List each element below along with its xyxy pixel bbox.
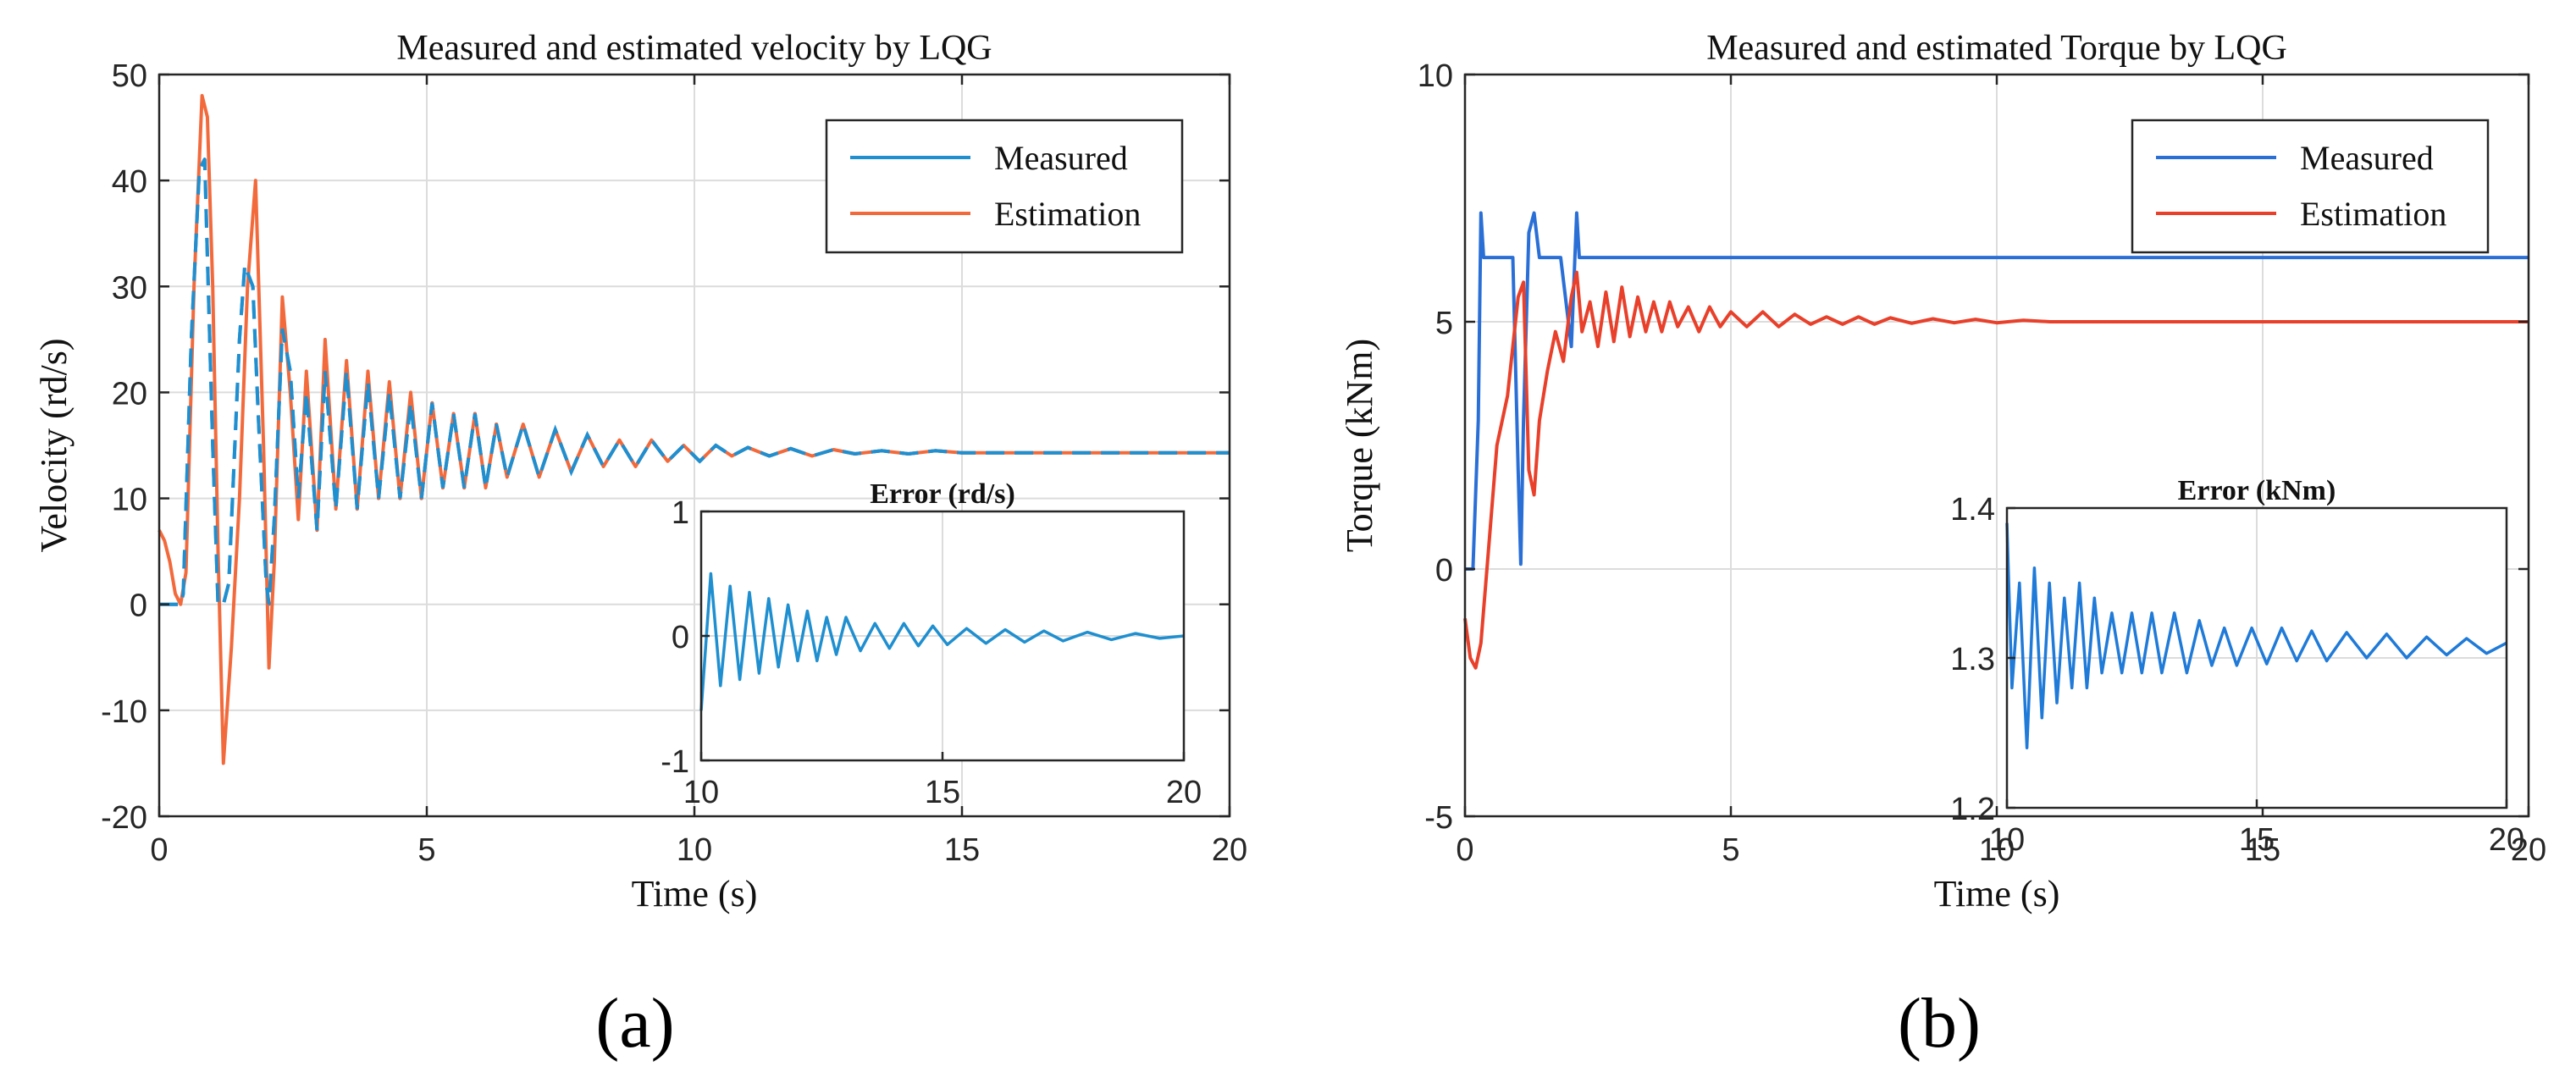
caption-a: (a)	[595, 984, 675, 1063]
inset-title: Error (kNm)	[2178, 475, 2336, 506]
y-tick-label: 20	[112, 376, 147, 412]
x-tick-label: 0	[150, 832, 168, 868]
legend-label-estimation: Estimation	[2300, 195, 2446, 233]
series-line-measured	[1465, 211, 2529, 571]
y-tick-label: 50	[112, 58, 147, 94]
inset-chart: 10 15 20 -1 0 1 Error (rd/s)	[661, 478, 1202, 810]
series-line-estimation	[1463, 270, 2529, 670]
y-tick-label: 30	[112, 270, 147, 306]
x-tick-label: 5	[417, 832, 435, 868]
legend-label-estimation: Estimation	[994, 195, 1141, 233]
y-axis-label: Velocity (rd/s)	[33, 339, 75, 553]
legend-box	[2131, 119, 2490, 254]
y-tick-label: 10	[1418, 58, 1453, 94]
inset-y-tick-label: 1.4	[1950, 492, 1995, 528]
y-tick-label: -20	[101, 800, 147, 836]
inset-x-tick-label: 20	[2489, 822, 2524, 858]
y-tick-label: 0	[130, 588, 147, 624]
series-line-measured-overlay	[159, 158, 1230, 606]
x-tick-label: 15	[2245, 832, 2280, 868]
x-axis-label: Time (s)	[632, 873, 758, 914]
x-tick-label: 10	[677, 832, 712, 868]
inset-x-tick-label: 15	[925, 775, 960, 810]
x-tick-label: 15	[944, 832, 980, 868]
inset-y-tick-label: 1	[672, 495, 689, 531]
y-tick-label: 5	[1435, 306, 1453, 341]
x-tick-label: 10	[1979, 832, 2015, 868]
x-tick-label: 5	[1722, 832, 1739, 868]
inset-chart: 10 15 20 1.2 1.3 1.4 Error (kNm)	[1950, 475, 2524, 858]
y-axis-label: Torque (kNm)	[1339, 339, 1380, 552]
inset-x-tick-label: 15	[2239, 822, 2275, 858]
x-tick-label: 20	[2511, 832, 2546, 868]
inset-title: Error (rd/s)	[870, 478, 1015, 510]
y-tick-label: -5	[1424, 800, 1453, 836]
y-tick-label: 0	[1435, 553, 1453, 588]
chart-title: Measured and estimated Torque by LQG	[1706, 29, 2287, 68]
y-tick-label: -10	[101, 694, 147, 730]
legend-label-measured: Measured	[994, 139, 1128, 177]
caption-b: (b)	[1898, 984, 1981, 1063]
y-tick-label: 40	[112, 164, 147, 200]
inset-y-tick-label: 1.2	[1950, 792, 1995, 827]
y-tick-label: 10	[112, 483, 147, 518]
inset-x-tick-label: 10	[683, 775, 719, 810]
legend-label-measured: Measured	[2300, 139, 2434, 177]
inset-y-tick-label: 0	[672, 620, 689, 655]
inset-y-tick-label: 1.3	[1950, 642, 1995, 677]
chart-title: Measured and estimated velocity by LQG	[396, 29, 992, 68]
inset-y-tick-label: -1	[661, 744, 689, 780]
inset-error-line	[2005, 522, 2507, 749]
inset-x-tick-label: 10	[1989, 822, 2025, 858]
x-tick-label: 0	[1456, 832, 1473, 868]
x-tick-label: 20	[1212, 832, 1247, 868]
legend-box	[825, 119, 1184, 254]
inset-x-tick-label: 20	[1166, 775, 1202, 810]
inset-error-line	[699, 572, 1185, 711]
x-axis-label: Time (s)	[1934, 873, 2060, 914]
